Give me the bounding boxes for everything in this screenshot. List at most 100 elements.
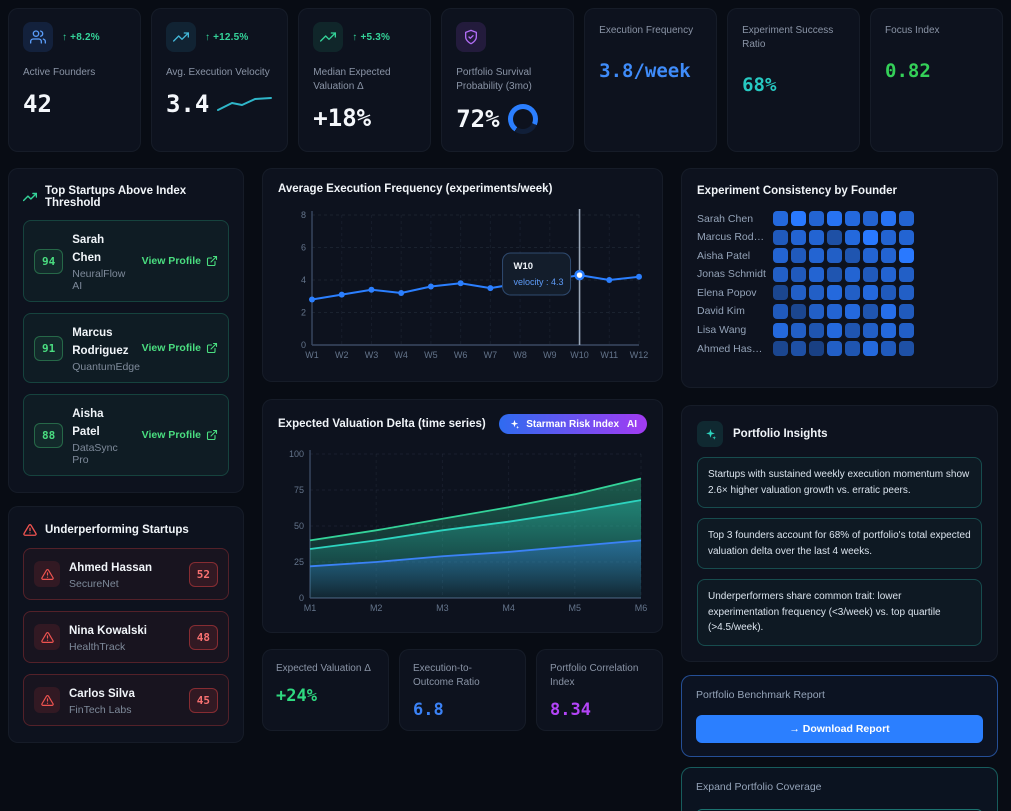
- svg-text:M4: M4: [502, 603, 515, 613]
- founder-name: Ahmed Hassan: [69, 562, 153, 574]
- alert-triangle-icon: [23, 523, 37, 537]
- underperforming-row: Ahmed Hassan SecureNet 52: [23, 548, 229, 600]
- heatmap-cell: [827, 266, 842, 282]
- heatmap-cell: [827, 285, 842, 301]
- company-name: HealthTrack: [69, 641, 126, 653]
- heatmap-cell: [773, 285, 788, 301]
- company-name: SecureNet: [69, 578, 119, 590]
- shield-check-icon: [456, 22, 487, 52]
- view-profile-link[interactable]: View Profile: [142, 342, 218, 354]
- download-report-button[interactable]: → Download Report: [696, 714, 983, 743]
- founder-name: Aisha Patel: [697, 249, 751, 262]
- chart-title: Average Execution Frequency (experiments…: [278, 183, 553, 195]
- valuation-delta-area-chart[interactable]: 0 25 50 75 100 M1 M2 M3 M4 M5 M6: [278, 446, 649, 618]
- score-badge: 52: [188, 561, 218, 587]
- card-label: Expand Portfolio Coverage: [696, 780, 822, 793]
- trend-badge: ↑ +5.3%: [352, 31, 391, 43]
- founder-name: Aisha Patel: [72, 408, 104, 438]
- svg-text:0: 0: [299, 593, 304, 603]
- heatmap-cell: [827, 211, 842, 226]
- heatmap-cell: [773, 211, 788, 226]
- heatmap-cell: [827, 229, 842, 245]
- heatmap-cell: [881, 211, 896, 226]
- founder-name: Jonas Schmidt: [697, 268, 766, 281]
- heatmap-cell: [791, 303, 806, 319]
- heatmap-cell: [809, 341, 824, 357]
- consistency-heatmap-card: Experiment Consistency by Founder Sarah …: [681, 168, 998, 388]
- founder-name: Lisa Wang: [697, 324, 747, 337]
- view-profile-link[interactable]: View Profile: [142, 429, 218, 441]
- kpi-card-execution-velocity: ↑ +12.5% Avg. Execution Velocity 3.4: [150, 8, 289, 152]
- view-profile-link[interactable]: View Profile: [142, 255, 218, 267]
- kpi-label: Focus Index: [885, 25, 940, 36]
- trend-badge: ↑ +12.5%: [204, 31, 249, 43]
- badge-label: Starman Risk Index: [526, 418, 619, 430]
- portfolio-insights-card: Portfolio Insights Startups with sustain…: [681, 405, 998, 662]
- heatmap-cell: [845, 322, 860, 338]
- founder-name: Ahmed Hassan: [697, 342, 769, 355]
- heatmap-cell: [881, 322, 896, 338]
- kpi-value: 3.8/week: [599, 60, 691, 82]
- score-badge: 45: [188, 687, 218, 713]
- heatmap-cell: [881, 266, 896, 282]
- heatmap-row: Aisha Patel: [697, 248, 982, 264]
- stat-label: Execution-to-Outcome Ratio: [413, 663, 480, 688]
- execution-frequency-line-chart[interactable]: 0 2 4 6 8 W1 W2 W3 W4 W5 W6 W7 W8 W9 W10 W11 W12 W10 veloc…: [278, 207, 649, 367]
- svg-text:W11: W11: [600, 350, 618, 360]
- heatmap-cell: [863, 322, 878, 338]
- kpi-value: 3.4: [165, 90, 210, 118]
- underperforming-row: Nina Kowalski HealthTrack 48: [23, 611, 229, 663]
- heatmap-cell: [845, 211, 860, 226]
- heatmap-cell: [881, 285, 896, 301]
- svg-text:W5: W5: [424, 350, 438, 360]
- underperforming-row: Carlos Silva FinTech Labs 45: [23, 674, 229, 726]
- svg-text:25: 25: [294, 557, 304, 567]
- alert-triangle-icon: [34, 561, 60, 587]
- kpi-value: 0.82: [885, 60, 931, 82]
- svg-text:W2: W2: [335, 350, 349, 360]
- founder-name: Carlos Silva: [69, 688, 135, 700]
- company-name: FinTech Labs: [69, 704, 132, 716]
- heatmap-row: David Kim: [697, 303, 982, 319]
- svg-text:M6: M6: [635, 603, 648, 613]
- heatmap-cell: [845, 285, 860, 301]
- external-link-icon: [206, 342, 218, 354]
- heatmap-cell: [845, 229, 860, 245]
- kpi-card-active-founders: ↑ +8.2% Active Founders 42: [8, 8, 141, 152]
- heatmap-cell: [773, 303, 788, 319]
- heatmap-cell: [827, 322, 842, 338]
- starman-risk-index-badge[interactable]: Starman Risk Index AI: [499, 414, 647, 434]
- section-title: Experiment Consistency by Founder: [697, 185, 898, 197]
- heatmap-cell: [773, 341, 788, 357]
- sparkles-icon: [511, 419, 520, 429]
- svg-text:8: 8: [301, 210, 306, 220]
- score-badge: 91: [34, 335, 64, 361]
- kpi-card-success-ratio: Experiment Success Ratio 68%: [727, 8, 861, 152]
- founder-name: Sarah Chen: [697, 212, 754, 225]
- heatmap-cell: [791, 248, 806, 264]
- kpi-row: ↑ +8.2% Active Founders 42 ↑ +12.5% Avg.…: [8, 8, 1003, 152]
- kpi-label: Execution Frequency: [599, 25, 694, 36]
- section-title: Underperforming Startups: [45, 524, 189, 536]
- kpi-label: Portfolio Survival Probability (3mo): [456, 67, 532, 92]
- svg-text:4: 4: [301, 275, 306, 285]
- heatmap-cell: [791, 341, 806, 357]
- heatmap-cell: [827, 303, 842, 319]
- heatmap-row: Elena Popov: [697, 285, 982, 301]
- svg-text:M1: M1: [304, 603, 317, 613]
- heatmap-row: Ahmed Hassan: [697, 341, 982, 357]
- progress-ring: [507, 104, 538, 134]
- top-startups-card: Top Startups Above Index Threshold 94 Sar…: [8, 168, 244, 493]
- heatmap-cell: [809, 248, 824, 264]
- svg-text:W10: W10: [570, 350, 589, 360]
- svg-text:W9: W9: [543, 350, 557, 360]
- alert-triangle-icon: [34, 624, 60, 650]
- heatmap-cell: [845, 341, 860, 357]
- stat-value: 6.8: [413, 700, 444, 720]
- svg-text:velocity : 4.3: velocity : 4.3: [514, 277, 564, 287]
- right-column: Experiment Consistency by Founder Sarah …: [681, 168, 998, 811]
- svg-text:W6: W6: [454, 350, 468, 360]
- kpi-card-execution-frequency: Execution Frequency 3.8/week: [584, 8, 718, 152]
- heatmap-cell: [881, 229, 896, 245]
